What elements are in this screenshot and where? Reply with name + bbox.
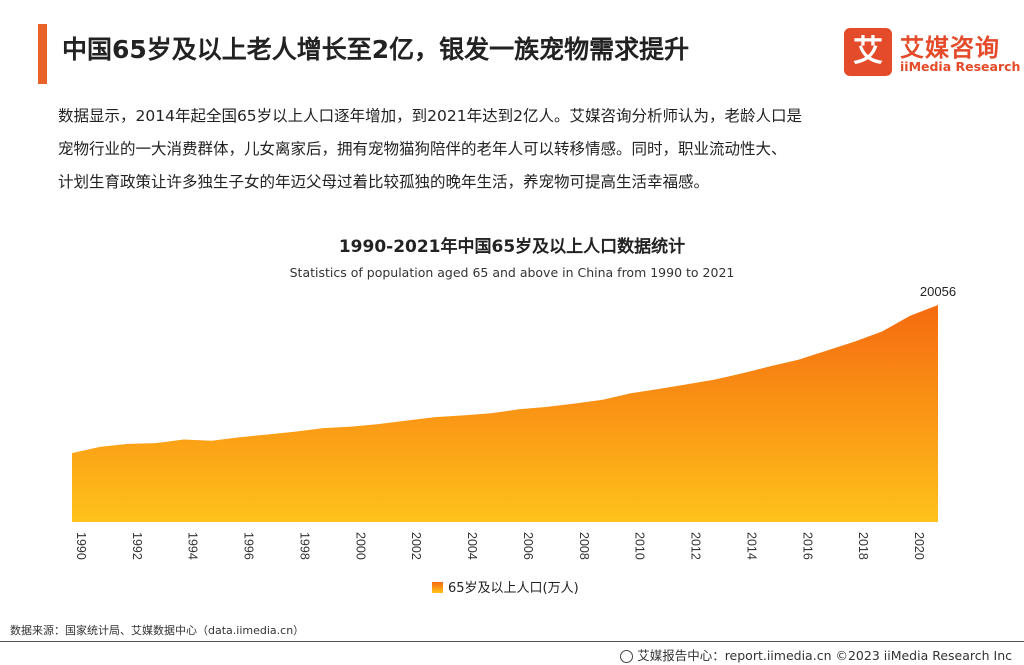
x-tick-label: 2006: [521, 532, 535, 560]
intro-paragraph: 数据显示，2014年起全国65岁以上人口逐年增加，到2021年达到2亿人。艾媒咨…: [58, 100, 978, 199]
x-tick-label: 2020: [912, 532, 926, 560]
x-tick-label: 1990: [74, 532, 88, 560]
logo-english-name: iiMedia Research: [900, 59, 1021, 74]
data-label: 20056: [920, 284, 956, 299]
legend-swatch: [432, 582, 443, 593]
series-area: [72, 305, 938, 522]
x-tick-label: 2002: [409, 532, 423, 560]
data-source: 数据来源：国家统计局、艾媒数据中心（data.iimedia.cn）: [10, 624, 305, 637]
x-tick-label: 2004: [465, 532, 479, 560]
population-area-chart: 20056 1990 1992 1994 1996 1998 2000 2002 2004 200…: [72, 284, 956, 596]
intro-line: 数据显示，2014年起全国65岁以上人口逐年增加，到2021年达到2亿人。艾媒咨…: [58, 107, 802, 125]
intro-line: 计划生育政策让许多独生子女的年迈父母过着比较孤独的晚年生活，养宠物可提高生活幸福…: [58, 173, 710, 191]
chart-title: 1990-2021年中国65岁及以上人口数据统计: [338, 237, 686, 257]
x-tick-label: 1994: [186, 532, 200, 560]
x-tick-label: 2010: [633, 532, 647, 560]
legend-label: 65岁及以上人口(万人): [448, 581, 579, 596]
footer-report-text: 艾媒报告中心：report.iimedia.cn ©2023 iiMedia R…: [637, 648, 1012, 663]
intro-line: 宠物行业的一大消费群体，儿女离家后，拥有宠物猫狗陪伴的老年人可以转移情感。同时，…: [58, 140, 787, 158]
globe-icon: [620, 650, 634, 663]
x-tick-label: 2016: [800, 532, 814, 560]
logo-mark: 艾: [844, 28, 892, 76]
x-tick-label: 2018: [856, 532, 870, 560]
chart-subtitle: Statistics of population aged 65 and abo…: [289, 265, 735, 280]
footer-divider: [0, 641, 1024, 642]
x-tick-label: 1996: [242, 532, 256, 560]
logo-chinese-name: 艾媒咨询: [900, 34, 1000, 62]
brand-logo: 艾 艾媒咨询 iiMedia Research: [844, 28, 1020, 78]
page-title: 中国65岁及以上老人增长至2亿，银发一族宠物需求提升: [62, 35, 690, 64]
x-tick-label: 2008: [577, 532, 591, 560]
x-tick-label: 1998: [297, 532, 311, 560]
x-tick-label: 2014: [744, 532, 758, 560]
footer-credit: 艾媒报告中心：report.iimedia.cn ©2023 iiMedia R…: [620, 645, 1012, 664]
x-tick-label: 2000: [353, 532, 367, 560]
x-tick-label: 2012: [689, 532, 703, 560]
x-tick-label: 1992: [130, 532, 144, 560]
title-accent-bar: [38, 24, 47, 84]
